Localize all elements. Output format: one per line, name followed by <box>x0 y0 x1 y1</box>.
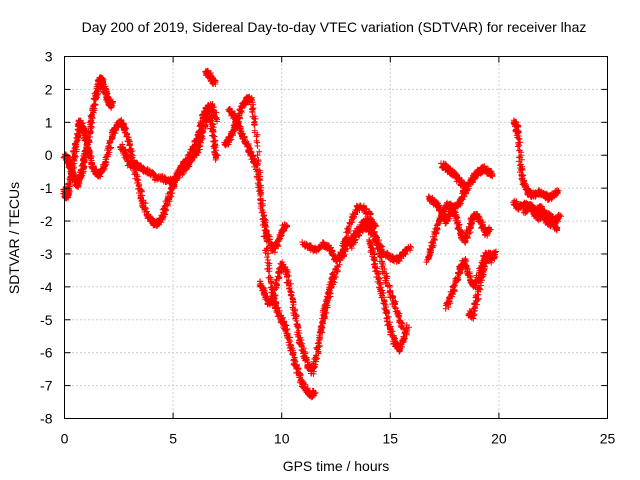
y-tick-label: -5 <box>40 312 53 328</box>
y-tick-labels: -8 -7 -6 -5 -4 -3 -2 -1 0 1 2 3 <box>40 49 53 427</box>
x-tick-label: 25 <box>600 431 616 447</box>
series-track-5 <box>170 102 221 190</box>
y-tick-label: -6 <box>40 345 53 361</box>
y-tick-label: -1 <box>40 180 53 196</box>
data-point-markers <box>465 249 498 322</box>
y-tick-label: -2 <box>40 213 53 229</box>
y-tick-label: -8 <box>40 411 53 427</box>
y-tick-label: 0 <box>45 147 53 163</box>
data-point-markers <box>225 106 291 256</box>
data-point-markers <box>60 117 95 202</box>
y-tick-label: -7 <box>40 378 53 394</box>
x-tick-label: 15 <box>383 431 399 447</box>
series-track-13 <box>366 236 412 355</box>
series-track-6 <box>202 67 219 87</box>
series-track-17 <box>465 249 498 322</box>
data-point-markers <box>202 67 219 87</box>
y-tick-label: -4 <box>40 279 53 295</box>
series-track-15 <box>425 193 494 246</box>
series-track-18 <box>438 160 469 190</box>
series-track-21 <box>520 201 564 230</box>
x-tick-label: 10 <box>274 431 290 447</box>
series-track-8 <box>225 106 291 256</box>
x-tick-labels: 0 5 10 15 20 25 <box>61 431 616 447</box>
data-point-markers <box>88 116 178 230</box>
data-point-markers <box>170 102 221 190</box>
y-tick-label: 3 <box>45 49 53 65</box>
data-point-markers <box>425 193 494 246</box>
data-point-markers <box>366 236 412 355</box>
data-point-markers <box>520 201 564 230</box>
data-point-markers <box>347 223 414 265</box>
y-tick-label: 2 <box>45 81 53 97</box>
series-track-12 <box>347 223 414 265</box>
series-track-2 <box>60 117 95 202</box>
data-points <box>60 67 564 401</box>
chart-title: Day 200 of 2019, Sidereal Day-to-day VTE… <box>82 19 587 35</box>
y-tick-label: 1 <box>45 114 53 130</box>
data-point-markers <box>438 160 469 190</box>
series-track-3 <box>88 116 178 230</box>
x-tick-label: 20 <box>491 431 507 447</box>
x-axis-label: GPS time / hours <box>283 458 390 474</box>
x-tick-label: 5 <box>169 431 177 447</box>
y-axis-label: SDTVAR / TECUs <box>6 182 22 294</box>
plot-frame <box>64 56 608 419</box>
series-track-19 <box>510 117 562 204</box>
y-tick-label: -3 <box>40 246 53 262</box>
x-tick-label: 0 <box>61 431 69 447</box>
data-point-markers <box>510 117 562 204</box>
